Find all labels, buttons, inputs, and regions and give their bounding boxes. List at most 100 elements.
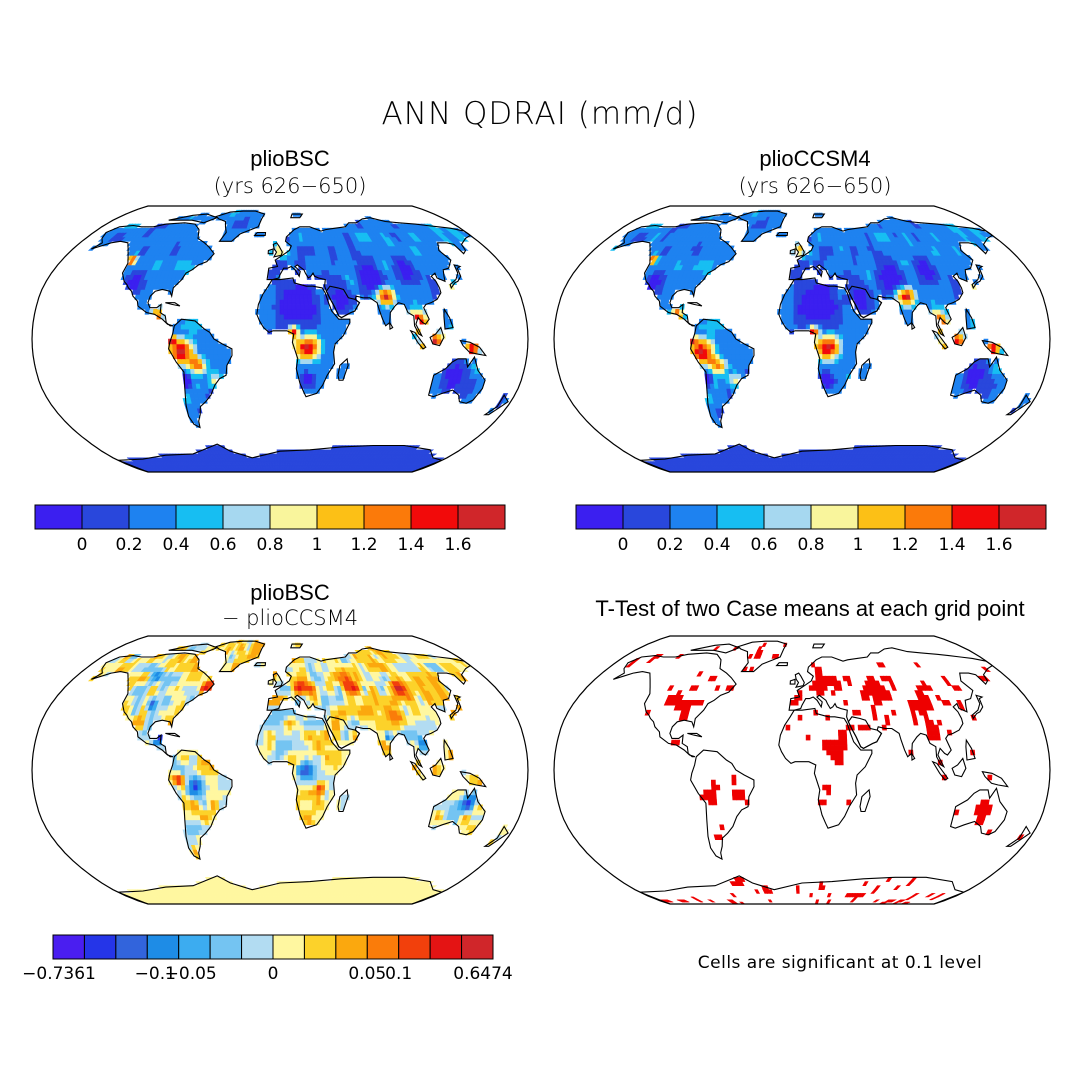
grid-cell (822, 363, 827, 369)
grid-cell (271, 309, 277, 315)
coastline-arabia (325, 285, 361, 319)
grid-cell (205, 343, 211, 350)
grid-cell (842, 304, 848, 310)
grid-cell (830, 333, 836, 340)
grid-cell (716, 373, 722, 379)
grid-cell (335, 294, 341, 300)
grid-cell (801, 314, 807, 320)
grid-cell (180, 348, 186, 355)
grid-cell (846, 304, 852, 310)
grid-cell (299, 373, 305, 379)
grid-cell (793, 269, 799, 275)
grid-cell (842, 363, 848, 369)
grid-cell (850, 318, 856, 325)
figure-title: ANN QDRAI (mm/d) (381, 96, 699, 132)
grid-cell (344, 299, 350, 305)
grid-cell (703, 358, 709, 364)
grid-cell (201, 338, 207, 345)
grid-cell (279, 289, 285, 295)
grid-cell (817, 284, 823, 290)
grid-cell (277, 467, 281, 471)
grid-cell (797, 279, 803, 285)
grid-cell (798, 461, 803, 466)
grid-cell (702, 343, 708, 350)
grid-cell (723, 358, 729, 364)
grid-cell (308, 338, 314, 345)
grid-cell (176, 328, 182, 335)
grid-cell (308, 348, 314, 355)
grid-cell (267, 299, 273, 305)
grid-cell (826, 353, 832, 360)
grid-cell (739, 348, 745, 355)
grid-cell (826, 343, 832, 350)
grid-cell (221, 348, 227, 355)
grid-cell (818, 328, 823, 335)
grid-cell (303, 304, 309, 310)
grid-cell (805, 304, 811, 310)
coastline-southAmerica (168, 318, 233, 429)
grid-cell (329, 333, 334, 340)
grid-cell (833, 373, 839, 379)
grid-cell (711, 353, 717, 360)
grid-cell (793, 323, 799, 330)
grid-cell (818, 323, 823, 330)
grid-cell (822, 314, 827, 320)
grid-cell (710, 333, 716, 340)
grid-cell (814, 323, 819, 330)
grid-cell (287, 289, 293, 295)
grid-cell (953, 294, 960, 300)
grid-cell (299, 289, 305, 295)
grid-cell (295, 294, 301, 300)
grid-cell (855, 333, 861, 340)
grid-cell (268, 274, 273, 280)
grid-cell (706, 338, 712, 345)
panel-1-subtitle: (yrs 626−650) (213, 174, 367, 198)
grid-cell (296, 318, 301, 325)
grid-cell (329, 338, 334, 345)
grid-cell (834, 309, 840, 315)
grid-cell (727, 353, 733, 360)
grid-cell (818, 343, 823, 350)
grid-cell (723, 343, 729, 350)
grid-cell (315, 373, 321, 379)
grid-cell (857, 294, 863, 300)
grid-cell (706, 323, 712, 330)
coastline-arcticIslands (168, 213, 219, 224)
grid-cell (209, 348, 215, 355)
grid-cell (184, 333, 190, 340)
grid-cell (851, 348, 856, 355)
grid-cell (307, 383, 313, 389)
grid-cell (283, 314, 289, 320)
grid-cell (329, 348, 334, 355)
grid-cell (198, 368, 204, 374)
grid-cell (830, 363, 836, 369)
grid-cell (825, 299, 831, 305)
grid-cell (837, 289, 843, 295)
grid-cell (781, 309, 787, 315)
grid-cell (821, 294, 827, 300)
grid-cell (739, 353, 745, 360)
grid-cell (826, 314, 832, 320)
grid-cell (192, 333, 198, 340)
grid-cell (188, 328, 194, 335)
grid-cell (307, 388, 313, 394)
grid-cell (295, 299, 301, 305)
grid-cell (202, 368, 208, 374)
grid-cell (291, 309, 297, 315)
grid-cell (846, 348, 852, 355)
grid-cell (287, 284, 293, 290)
grid-cell (719, 328, 724, 335)
grid-cell (210, 368, 216, 374)
grid-cell (834, 358, 840, 364)
grid-cell (805, 314, 811, 320)
grid-cell (837, 383, 843, 389)
grid-cell (710, 328, 716, 335)
grid-cell (805, 299, 811, 305)
grid-cell (319, 289, 325, 295)
grid-cell (834, 338, 840, 345)
grid-cell (833, 383, 839, 389)
grid-cell (830, 309, 836, 315)
grid-cell (846, 314, 852, 320)
grid-cell (217, 343, 223, 350)
map-plioCCSM4 (553, 205, 1051, 473)
